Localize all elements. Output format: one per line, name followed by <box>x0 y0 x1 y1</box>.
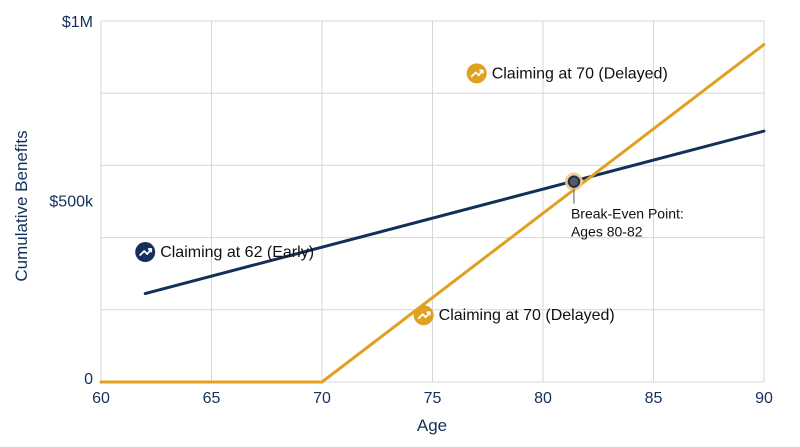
delayed-claim-bottom-icon <box>413 305 434 326</box>
x-tick-label: 85 <box>645 390 663 407</box>
x-tick-label: 75 <box>424 390 442 407</box>
series-line-0 <box>143 129 766 296</box>
x-tick-label: 90 <box>755 390 773 407</box>
annotations: Claiming at 62 (Early) Claiming at 70 (De… <box>135 63 684 326</box>
y-tick-label: $1M <box>62 14 93 31</box>
delayed-claim-top-label: Claiming at 70 (Delayed) <box>492 65 668 82</box>
y-axis-title: Cumulative Benefits <box>12 130 31 281</box>
axis-ticks: 60 65 70 75 80 85 90 0 $500k $1M <box>49 14 773 407</box>
early-claim-label: Claiming at 62 (Early) <box>160 244 314 261</box>
break-even-label-line: Break-Even Point: <box>571 206 684 222</box>
delayed-claim-top-icon <box>466 63 487 84</box>
x-tick-label: 80 <box>534 390 552 407</box>
gridlines <box>100 20 765 383</box>
x-tick-label: 70 <box>313 390 331 407</box>
series-line-1 <box>99 42 766 384</box>
y-tick-label: 0 <box>84 371 93 388</box>
early-claim-icon <box>135 242 156 263</box>
delayed-claim-bottom-label: Claiming at 70 (Delayed) <box>439 307 615 324</box>
break-even-label-line: Ages 80-82 <box>571 224 643 240</box>
y-tick-label: $500k <box>49 194 94 211</box>
series-lines <box>99 42 766 384</box>
x-tick-label: 65 <box>203 390 221 407</box>
break-even-marker <box>567 175 581 188</box>
x-tick-label: 60 <box>92 390 110 407</box>
x-axis-title: Age <box>417 416 447 435</box>
